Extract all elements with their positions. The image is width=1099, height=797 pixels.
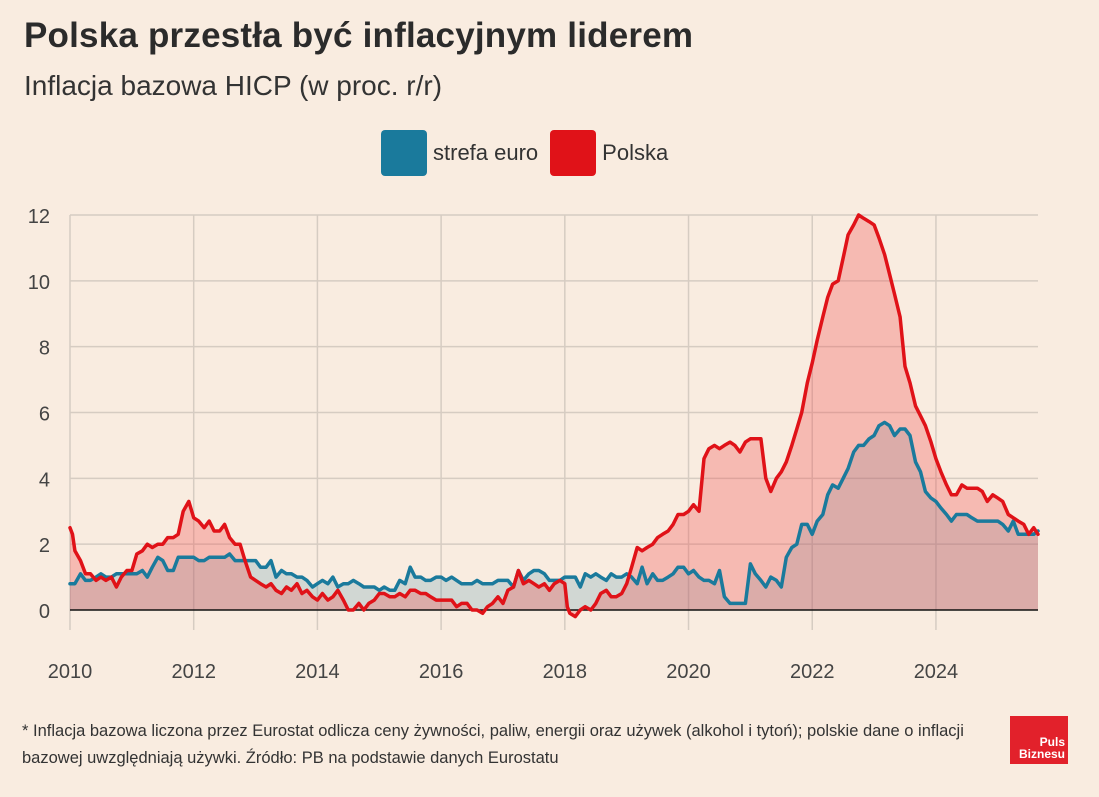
y-tick-label: 4 xyxy=(39,469,50,491)
legend-swatch-polska xyxy=(550,130,597,176)
y-tick-label: 2 xyxy=(39,535,50,557)
x-tick-label: 2018 xyxy=(543,661,588,683)
x-tick-label: 2020 xyxy=(666,661,711,683)
legend-label-polska: Polska xyxy=(602,140,669,165)
x-tick-label: 2014 xyxy=(295,661,340,683)
line-strefa-euro xyxy=(68,420,1040,606)
chart-subtitle: Inflacja bazowa HICP (w proc. r/r) xyxy=(24,70,443,101)
legend: strefa euro Polska xyxy=(381,130,680,176)
y-tick-label: 6 xyxy=(39,404,50,426)
chart-title: Polska przestła być inflacyjnym liderem xyxy=(24,16,694,55)
x-tick-label: 2012 xyxy=(171,661,216,683)
x-tick-label: 2022 xyxy=(790,661,835,683)
legend-label-euro: strefa euro xyxy=(433,140,539,165)
area-strefa-euro xyxy=(70,422,1038,610)
area-polska xyxy=(70,215,1038,617)
puls-biznesu-logo: Puls Biznesu xyxy=(1010,716,1068,764)
y-tick-label: 12 xyxy=(28,206,50,228)
x-tick-label: 2016 xyxy=(419,661,464,683)
x-tick-label: 2024 xyxy=(914,661,959,683)
logo-line1: Puls xyxy=(1039,735,1065,749)
logo-line2: Biznesu xyxy=(1018,747,1065,761)
x-tick-label: 2010 xyxy=(48,661,93,683)
y-tick-label: 8 xyxy=(39,338,50,360)
legend-swatch-euro xyxy=(381,130,427,176)
line-polska xyxy=(68,213,1040,619)
y-tick-label: 0 xyxy=(39,601,50,623)
footnote: * Inflacja bazowa liczona przez Eurostat… xyxy=(22,722,964,767)
y-tick-label: 10 xyxy=(28,272,50,294)
